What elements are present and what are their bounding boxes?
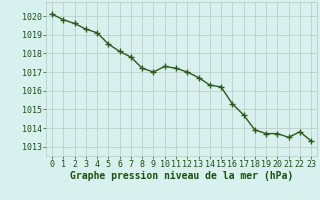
X-axis label: Graphe pression niveau de la mer (hPa): Graphe pression niveau de la mer (hPa) bbox=[70, 171, 293, 181]
